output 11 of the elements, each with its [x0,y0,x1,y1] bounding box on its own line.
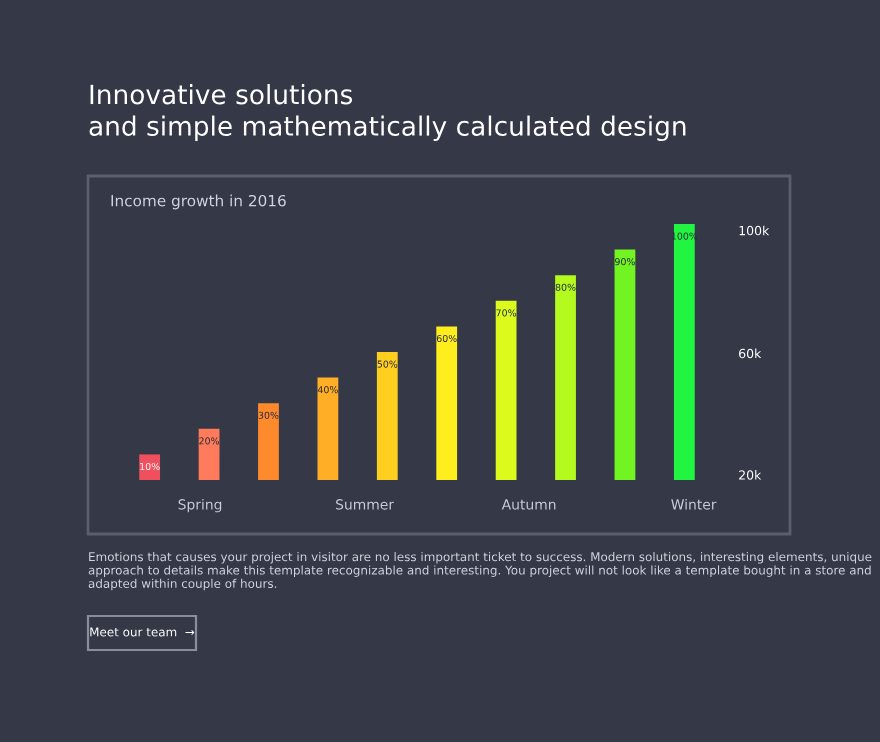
chart-title: Innovative solutions and simple mathematically calculated design [89,84,686,142]
bar [436,326,458,480]
bar [614,249,636,480]
bar [673,224,695,480]
bar [139,454,161,480]
bar [258,403,279,480]
bar [495,300,517,480]
bar [198,428,220,480]
bar [317,377,339,480]
bar [376,352,398,480]
bar [555,275,576,480]
